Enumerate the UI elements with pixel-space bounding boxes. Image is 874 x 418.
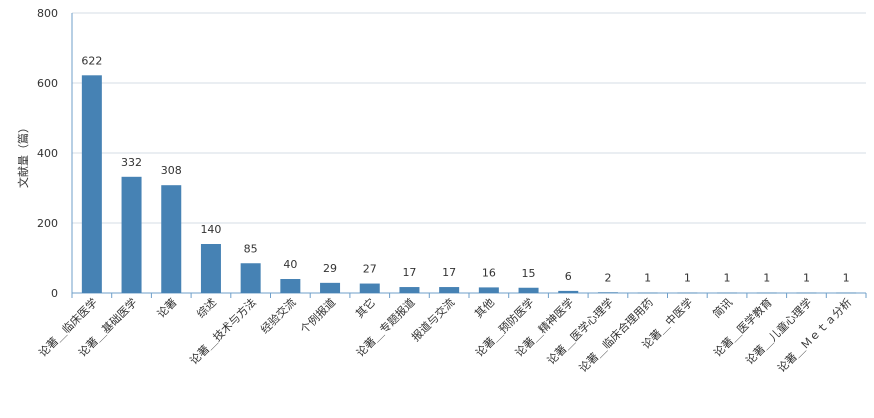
x-tick-label: 其它 bbox=[352, 295, 377, 320]
data-label: 29 bbox=[323, 262, 337, 275]
data-label: 85 bbox=[244, 242, 258, 255]
bar bbox=[558, 290, 579, 293]
data-label: 1 bbox=[684, 272, 691, 285]
y-tick-label: 0 bbox=[51, 287, 58, 300]
bars bbox=[81, 75, 857, 294]
data-label: 1 bbox=[644, 272, 651, 285]
bar bbox=[478, 287, 499, 293]
data-label: 16 bbox=[482, 266, 496, 279]
gridlines bbox=[72, 12, 866, 224]
bar bbox=[320, 282, 341, 293]
data-label: 15 bbox=[522, 267, 536, 280]
y-tick-label: 200 bbox=[37, 217, 58, 230]
data-label: 308 bbox=[161, 164, 182, 177]
y-tick-labels: 0 200 400 600 800 bbox=[37, 7, 58, 300]
y-tick-label: 600 bbox=[37, 77, 58, 90]
x-tick-label: 论著＿临床合理用药 bbox=[576, 295, 656, 375]
bar bbox=[597, 292, 618, 293]
x-tick-label: 其他 bbox=[472, 296, 497, 321]
data-label: 17 bbox=[402, 266, 416, 279]
data-label: 27 bbox=[363, 263, 377, 276]
data-label: 332 bbox=[121, 156, 142, 169]
bar bbox=[836, 292, 857, 294]
x-tick-label: 论著 bbox=[154, 295, 179, 320]
bar bbox=[280, 279, 301, 293]
data-label: 6 bbox=[565, 270, 572, 283]
data-label: 140 bbox=[200, 223, 221, 236]
x-tick-label: 个例报道 bbox=[297, 295, 338, 336]
bar bbox=[717, 292, 738, 294]
x-tick-label: 综述 bbox=[194, 295, 219, 320]
data-labels: 622 332 308 140 85 40 29 27 17 17 16 15 6 2 1 1 1 1 1 1 bbox=[81, 54, 849, 284]
x-tick-label: 论著＿儿童心理学 bbox=[742, 295, 814, 367]
bar bbox=[518, 287, 539, 293]
data-label: 1 bbox=[763, 272, 770, 285]
axes bbox=[71, 13, 867, 298]
x-tick-label: 论著＿医学心理学 bbox=[544, 295, 616, 367]
x-tick-label: 论著＿技术与方法 bbox=[187, 295, 259, 367]
y-axis-title: 文献量（篇） bbox=[16, 122, 30, 188]
bar bbox=[637, 292, 658, 294]
bar bbox=[677, 292, 698, 294]
bar bbox=[439, 287, 460, 293]
bar bbox=[240, 263, 261, 293]
data-label: 1 bbox=[803, 272, 810, 285]
bar bbox=[756, 292, 777, 294]
x-tick-label: 报道与交流 bbox=[408, 295, 457, 344]
bar bbox=[121, 176, 142, 293]
bar bbox=[200, 244, 221, 293]
data-label: 1 bbox=[843, 272, 850, 285]
x-tick-label: 论著＿Ｍｅｔａ分析 bbox=[774, 295, 854, 375]
data-label: 1 bbox=[724, 272, 731, 285]
x-tick-label: 经验交流 bbox=[257, 295, 298, 336]
data-label: 40 bbox=[283, 258, 297, 271]
data-label: 17 bbox=[442, 266, 456, 279]
bar bbox=[796, 292, 817, 294]
bar bbox=[81, 75, 102, 293]
y-tick-label: 400 bbox=[37, 147, 58, 160]
bar bbox=[359, 283, 380, 293]
data-label: 2 bbox=[604, 271, 611, 284]
y-tick-label: 800 bbox=[37, 7, 58, 20]
bar bbox=[399, 287, 420, 293]
bar bbox=[161, 185, 182, 293]
data-label: 622 bbox=[81, 54, 102, 67]
x-tick-label: 简讯 bbox=[710, 295, 735, 320]
